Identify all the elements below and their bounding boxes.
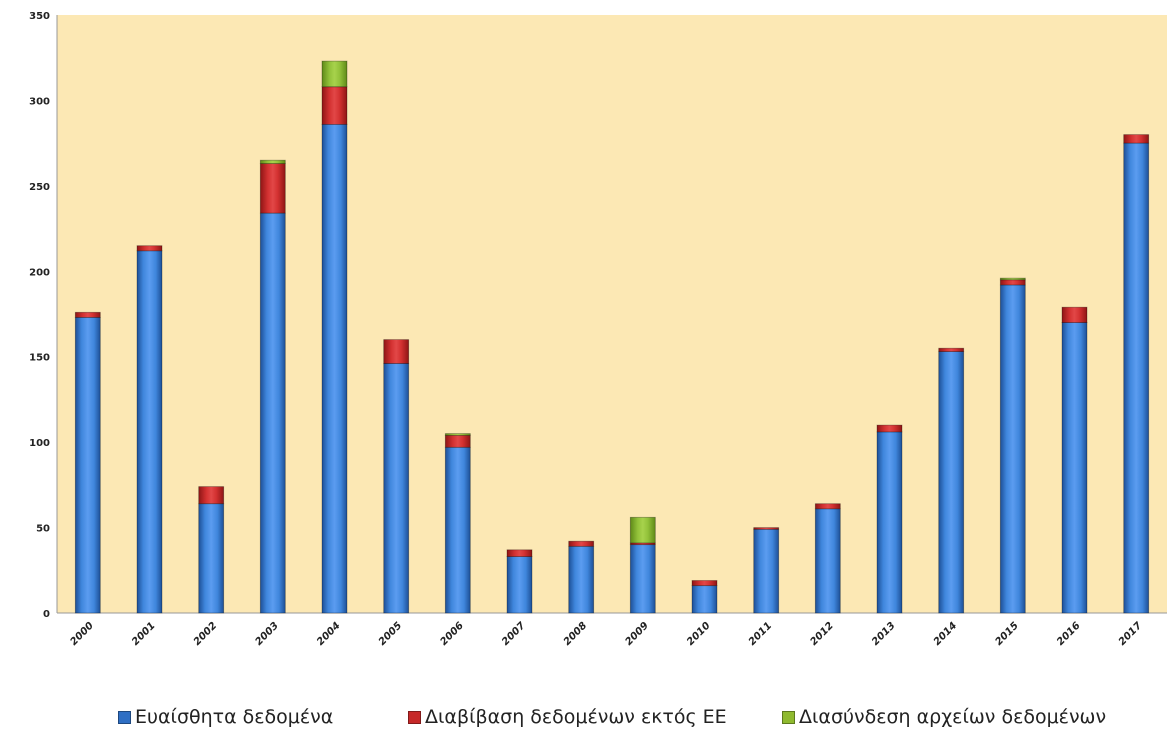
bar-segment-sensitive-data	[383, 363, 410, 614]
bar-segment-transfer-outside-eu	[444, 434, 471, 448]
legend-label: Διασύνδεση αρχείων δεδομένων	[799, 706, 1107, 728]
x-tick-label: 2006	[438, 620, 465, 647]
legend-item-transfer-outside-eu: Διαβίβαση δεδομένων εκτός ΕΕ	[408, 706, 727, 728]
bar-segment-sensitive-data	[1061, 322, 1088, 614]
bar-segment-transfer-outside-eu	[629, 542, 656, 546]
x-tick-label: 2014	[932, 620, 959, 647]
bar-segment-sensitive-data	[753, 528, 780, 614]
bar-segment-sensitive-data	[198, 503, 225, 614]
x-tick-label: 2007	[500, 620, 527, 647]
x-tick-label: 2008	[562, 620, 589, 647]
bar-segment-transfer-outside-eu	[136, 245, 163, 252]
bar-segment-transfer-outside-eu	[506, 549, 533, 557]
bar-segment-sensitive-data	[1123, 142, 1150, 614]
y-tick-label: 0	[43, 609, 50, 620]
x-tick-label: 2002	[192, 620, 219, 647]
bar-segment-transfer-outside-eu	[74, 311, 101, 318]
y-tick-label: 250	[29, 182, 50, 193]
bar-segment-transfer-outside-eu	[321, 86, 348, 125]
legend: Ευαίσθητα δεδομένα Διαβίβαση δεδομένων ε…	[0, 706, 1176, 736]
x-tick-label: 2017	[1117, 620, 1144, 647]
x-tick-label: 2000	[68, 620, 95, 647]
bar-segment-file-interconnection	[444, 433, 471, 436]
x-tick-label: 2012	[808, 620, 835, 647]
bar-segment-sensitive-data	[321, 123, 348, 614]
bar-segment-sensitive-data	[136, 250, 163, 614]
bar-segment-sensitive-data	[568, 546, 595, 614]
legend-item-file-interconnection: Διασύνδεση αρχείων δεδομένων	[782, 706, 1106, 728]
bar-segment-sensitive-data	[506, 556, 533, 614]
x-tick-label: 2009	[623, 620, 650, 647]
bar-segment-sensitive-data	[629, 544, 656, 614]
bar-segment-sensitive-data	[259, 212, 286, 614]
x-axis-ticks: 2000 2001 2002 2003 2004 2005 2006 2007 2008 2009…	[68, 620, 1144, 647]
legend-swatch-red	[408, 710, 421, 724]
bar-segment-sensitive-data	[938, 351, 965, 614]
bar-segment-file-interconnection	[629, 516, 656, 544]
x-tick-label: 2016	[1055, 620, 1082, 647]
bar-segment-transfer-outside-eu	[383, 339, 410, 364]
bar-segment-transfer-outside-eu	[876, 424, 903, 433]
bar-segment-sensitive-data	[814, 508, 841, 614]
bar-segment-transfer-outside-eu	[814, 503, 841, 510]
y-tick-label: 50	[36, 524, 50, 535]
y-tick-label: 150	[29, 353, 50, 364]
x-tick-label: 2010	[685, 620, 712, 647]
bar-segment-transfer-outside-eu	[259, 163, 286, 214]
x-tick-label: 2005	[377, 620, 404, 647]
bar-segment-transfer-outside-eu	[1123, 134, 1150, 144]
legend-swatch-green	[782, 710, 795, 724]
x-tick-label: 2015	[993, 620, 1020, 647]
bar-segment-file-interconnection	[259, 159, 286, 164]
legend-item-sensitive-data: Ευαίσθητα δεδομένα	[118, 706, 333, 728]
bar-segment-transfer-outside-eu	[938, 347, 965, 353]
y-tick-label: 300	[29, 96, 50, 107]
bar-segment-sensitive-data	[444, 446, 471, 614]
bar-segment-file-interconnection	[321, 60, 348, 88]
y-tick-label: 100	[29, 438, 50, 449]
bar-segment-sensitive-data	[691, 585, 718, 614]
legend-swatch-blue	[118, 710, 131, 724]
y-tick-label: 200	[29, 267, 50, 278]
x-tick-label: 2004	[315, 620, 342, 647]
plot-area	[57, 15, 1167, 613]
bar-segment-transfer-outside-eu	[999, 279, 1026, 286]
bars	[74, 60, 1150, 614]
y-axis-ticks: 0 50 100 150 200 250 300 350	[29, 11, 50, 620]
bar-segment-transfer-outside-eu	[198, 486, 225, 505]
legend-label: Ευαίσθητα δεδομένα	[135, 706, 334, 728]
x-tick-label: 2001	[130, 620, 157, 647]
x-tick-label: 2003	[253, 620, 280, 647]
y-tick-label: 350	[29, 11, 50, 22]
bar-segment-transfer-outside-eu	[568, 540, 595, 547]
bar-segment-file-interconnection	[999, 277, 1026, 281]
x-tick-label: 2013	[870, 620, 897, 647]
legend-label: Διαβίβαση δεδομένων εκτός ΕΕ	[425, 706, 727, 728]
bar-segment-sensitive-data	[74, 316, 101, 614]
bar-segment-sensitive-data	[999, 284, 1026, 614]
bar-segment-transfer-outside-eu	[691, 580, 718, 586]
x-tick-label: 2011	[747, 620, 774, 647]
bar-segment-transfer-outside-eu	[753, 527, 780, 530]
bar-segment-sensitive-data	[876, 431, 903, 614]
bar-segment-transfer-outside-eu	[1061, 306, 1088, 324]
